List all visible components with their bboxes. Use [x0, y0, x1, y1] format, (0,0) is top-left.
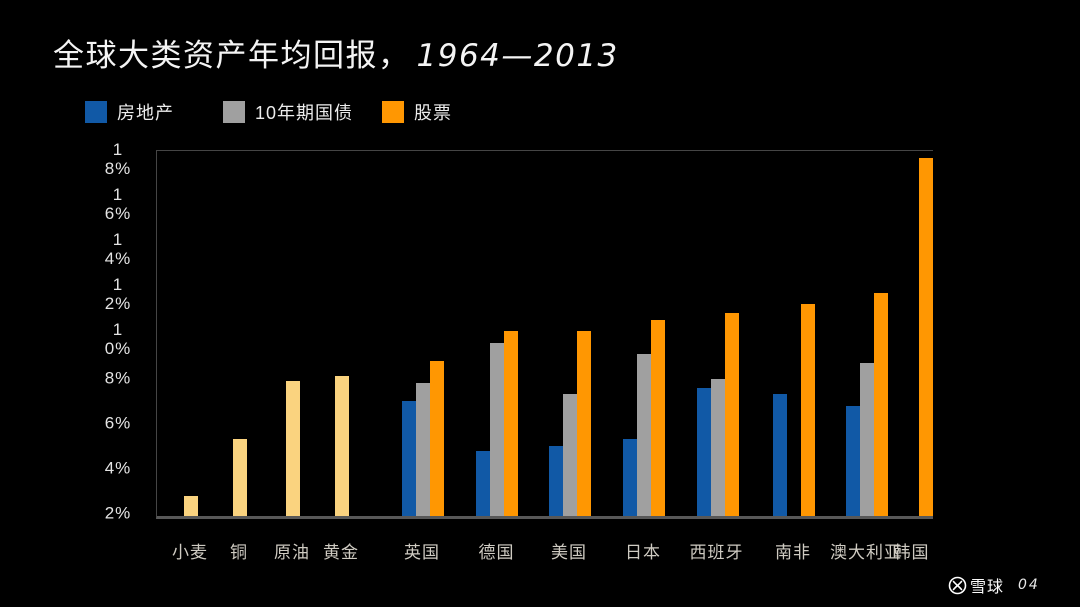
bar-uk-bond10y [415, 383, 430, 516]
bar-uk-stock [429, 360, 444, 516]
bar-australia-bond10y [860, 362, 875, 516]
bar-copper-commodity [232, 439, 247, 516]
x-label-korea: 韩国 [893, 543, 930, 562]
bar-wheat-commodity [184, 495, 199, 516]
legend-item-bond10y: 10年期国债 [223, 99, 353, 125]
x-label-australia: 澳大利亚 [830, 543, 903, 562]
legend-label-bond10y: 10年期国债 [255, 103, 354, 123]
bar-spain-realestate [696, 387, 711, 516]
bar-australia-realestate [846, 405, 861, 516]
x-label-southafrica: 南非 [774, 543, 811, 562]
x-label-japan: 日本 [625, 543, 662, 562]
legend: 房地产 10年期国债 股票 [0, 99, 1080, 125]
y-tick-14pct: 14% [104, 230, 132, 269]
y-tick-6pct: 6% [104, 413, 132, 433]
x-label-wheat: 小麦 [172, 543, 209, 562]
bar-spain-stock [724, 313, 739, 516]
x-label-oil: 原油 [273, 543, 310, 562]
page-title-text: 全球大类资产年均回报， [53, 38, 411, 73]
y-tick-16pct: 16% [104, 185, 132, 224]
x-label-gold: 黄金 [323, 543, 359, 562]
bar-germany-bond10y [490, 342, 505, 516]
page-title-years: 1964—2013 [416, 38, 619, 74]
y-tick-18pct: 18% [104, 140, 132, 178]
bar-usa-stock [576, 331, 591, 516]
legend-item-realestate: 房地产 [85, 99, 174, 125]
x-label-spain: 西班牙 [689, 543, 744, 562]
x-label-usa: 美国 [550, 543, 587, 562]
y-tick-8pct: 8% [104, 368, 132, 388]
legend-label-stock: 股票 [414, 103, 452, 123]
x-label-germany: 德国 [478, 543, 515, 562]
bar-japan-realestate [623, 439, 638, 516]
legend-swatch-stock [382, 101, 404, 123]
page-title: 全球大类资产年均回报， 1964—2013 [53, 30, 619, 75]
bar-japan-bond10y [637, 353, 652, 516]
xueqiu-logo-icon [948, 576, 967, 595]
bar-southafrica-realestate [772, 394, 787, 516]
brand-name: 雪球 [970, 579, 1005, 596]
footer: 雪球 04 [948, 573, 1040, 597]
bar-spain-bond10y [710, 378, 725, 516]
y-tick-10pct: 10% [104, 320, 132, 359]
bar-germany-stock [504, 331, 519, 516]
bar-gold-commodity [335, 376, 349, 516]
bar-oil-commodity [285, 380, 300, 516]
page-number: 04 [1018, 577, 1040, 593]
legend-swatch-bond10y [223, 101, 245, 123]
bar-australia-stock [874, 292, 889, 516]
chart-plot-area [156, 150, 934, 519]
x-label-copper: 铜 [229, 543, 248, 562]
y-tick-12pct: 12% [104, 275, 132, 314]
bar-southafrica-stock [800, 304, 815, 516]
bar-korea-stock [919, 157, 934, 516]
legend-label-realestate: 房地产 [117, 103, 174, 123]
legend-item-stock: 股票 [382, 99, 452, 125]
bar-usa-bond10y [562, 394, 577, 516]
y-tick-4pct: 4% [104, 458, 132, 478]
y-tick-2pct: 2% [104, 503, 132, 523]
x-label-uk: 英国 [403, 543, 440, 562]
bar-uk-realestate [401, 401, 416, 516]
bar-usa-realestate [548, 446, 563, 516]
bar-germany-realestate [476, 450, 491, 516]
legend-swatch-realestate [85, 101, 107, 123]
bar-japan-stock [651, 319, 666, 516]
